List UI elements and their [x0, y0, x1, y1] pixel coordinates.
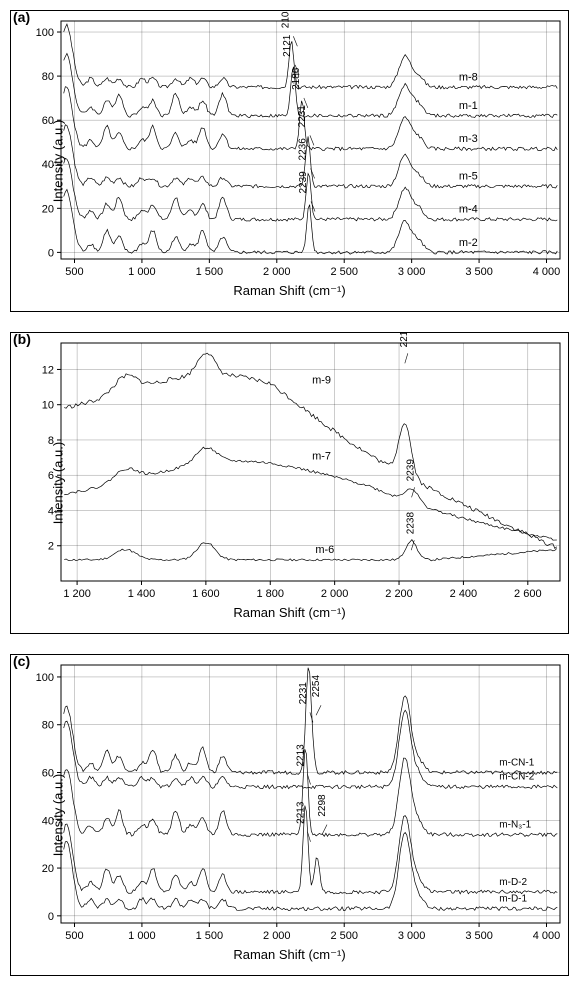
svg-text:2: 2	[48, 541, 54, 553]
svg-text:2186: 2186	[291, 67, 302, 90]
panel-c-ylabel: Intensity (a.u.)	[51, 774, 66, 856]
svg-text:m-4: m-4	[459, 204, 478, 216]
panel-a-xlabel: Raman Shift (cm⁻¹)	[11, 281, 568, 305]
svg-text:80: 80	[42, 720, 54, 732]
svg-text:2 400: 2 400	[450, 588, 478, 600]
svg-text:m-1: m-1	[459, 100, 478, 112]
svg-text:2 000: 2 000	[321, 588, 349, 600]
panel-b-ylabel: Intensity (a.u.)	[51, 442, 66, 524]
svg-text:2236: 2236	[298, 138, 309, 161]
svg-text:2254: 2254	[311, 675, 322, 698]
panel-c-xlabel: Raman Shift (cm⁻¹)	[11, 945, 568, 969]
svg-text:m-3: m-3	[459, 133, 478, 145]
svg-text:m-6: m-6	[315, 544, 334, 556]
svg-text:1 200: 1 200	[63, 588, 91, 600]
svg-text:2 500: 2 500	[330, 930, 358, 942]
svg-text:m-CN-1: m-CN-1	[499, 757, 534, 768]
svg-text:m-CN-2: m-CN-2	[499, 772, 534, 783]
svg-text:3 000: 3 000	[398, 930, 426, 942]
svg-text:1 800: 1 800	[256, 588, 284, 600]
panel-b-letter: (b)	[13, 331, 31, 347]
svg-text:m-8: m-8	[459, 72, 478, 84]
svg-text:3 000: 3 000	[398, 266, 426, 278]
svg-text:2239: 2239	[298, 171, 309, 194]
svg-text:2231: 2231	[298, 682, 309, 705]
panel-c-plot: 500 1 000 1 500 2 000 2 500 3 000 3 500 4 000 0 2…	[11, 655, 570, 945]
panel-c: (c) Intensity (a.u.) 500 1 000 1 500 2 000 2…	[10, 654, 569, 976]
svg-text:1 600: 1 600	[192, 588, 220, 600]
svg-text:500: 500	[65, 266, 83, 278]
svg-text:1 000: 1 000	[128, 266, 156, 278]
svg-text:m-5: m-5	[459, 171, 478, 183]
svg-text:1 000: 1 000	[128, 930, 156, 942]
panel-a-plot: 500 1 000 1 500 2 000 2 500 3 000 3 500 4 000 0 2…	[11, 11, 570, 281]
svg-text:2218: 2218	[399, 333, 410, 347]
svg-text:1 500: 1 500	[196, 930, 224, 942]
svg-text:500: 500	[65, 930, 83, 942]
svg-text:2238: 2238	[405, 512, 416, 535]
figure: (a) Intensity (a.u.) 500 1 000 1 500 2 000 2…	[10, 10, 569, 976]
svg-text:0: 0	[48, 247, 54, 259]
svg-text:2108: 2108	[280, 11, 291, 28]
svg-text:2213: 2213	[296, 744, 307, 767]
svg-text:20: 20	[42, 203, 54, 215]
svg-text:0: 0	[48, 911, 54, 923]
svg-text:m-D-2: m-D-2	[499, 877, 527, 888]
svg-text:m-9: m-9	[312, 375, 331, 387]
svg-text:m-N₃-1: m-N₃-1	[499, 819, 531, 830]
svg-text:20: 20	[42, 863, 54, 875]
svg-text:1 400: 1 400	[128, 588, 156, 600]
svg-text:2213: 2213	[296, 801, 307, 824]
svg-text:2 200: 2 200	[385, 588, 413, 600]
svg-text:2 000: 2 000	[263, 266, 291, 278]
svg-text:3 500: 3 500	[465, 266, 493, 278]
panel-c-letter: (c)	[13, 653, 30, 669]
svg-text:2298: 2298	[317, 794, 328, 817]
svg-text:2 600: 2 600	[514, 588, 542, 600]
svg-text:2239: 2239	[406, 459, 417, 482]
svg-text:12: 12	[42, 364, 54, 376]
svg-text:m-2: m-2	[459, 237, 478, 249]
svg-text:100: 100	[36, 27, 54, 39]
svg-text:100: 100	[36, 672, 54, 684]
panel-b-plot: 1 200 1 400 1 600 1 800 2 000 2 200 2 400 2 600…	[11, 333, 570, 603]
svg-text:2121: 2121	[282, 34, 293, 57]
svg-text:m-D-1: m-D-1	[499, 894, 527, 905]
svg-text:4 000: 4 000	[533, 266, 561, 278]
panel-b-xlabel: Raman Shift (cm⁻¹)	[11, 603, 568, 627]
panel-a: (a) Intensity (a.u.) 500 1 000 1 500 2 000 2…	[10, 10, 569, 312]
svg-text:3 500: 3 500	[465, 930, 493, 942]
svg-text:2231: 2231	[297, 105, 308, 128]
svg-text:4 000: 4 000	[533, 930, 561, 942]
panel-a-ylabel: Intensity (a.u.)	[51, 120, 66, 202]
panel-b: (b) Intensity (a.u.) 1 200 1 400 1 600 1 80…	[10, 332, 569, 634]
svg-text:80: 80	[42, 71, 54, 83]
svg-text:1 500: 1 500	[196, 266, 224, 278]
panel-a-letter: (a)	[13, 9, 30, 25]
svg-text:m-7: m-7	[312, 450, 331, 462]
svg-text:2 000: 2 000	[263, 930, 291, 942]
svg-text:2 500: 2 500	[330, 266, 358, 278]
svg-text:10: 10	[42, 400, 54, 412]
